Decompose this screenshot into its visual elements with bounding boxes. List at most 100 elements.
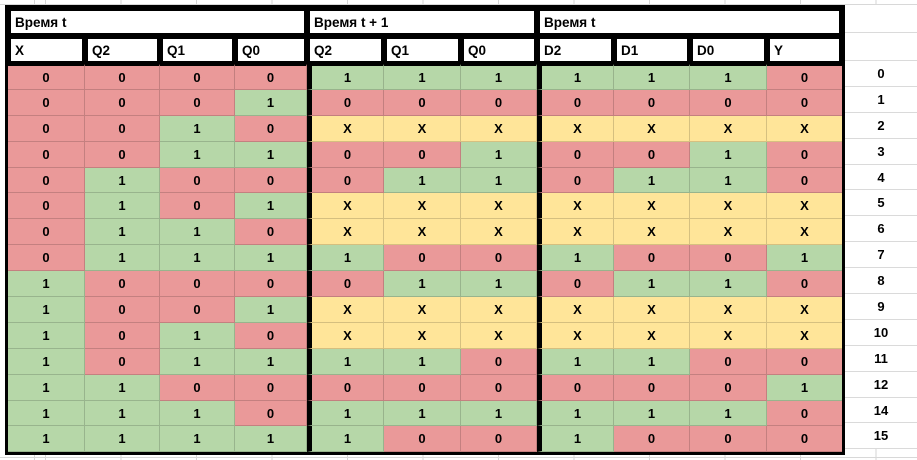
table-cell[interactable]: 0 bbox=[537, 374, 614, 401]
table-cell[interactable]: 1 bbox=[307, 245, 384, 272]
table-cell[interactable]: X bbox=[307, 193, 384, 220]
row-number[interactable]: 2 bbox=[845, 112, 917, 139]
table-cell[interactable]: 1 bbox=[690, 141, 767, 168]
table-cell[interactable]: 1 bbox=[235, 297, 307, 323]
table-cell[interactable]: 1 bbox=[8, 426, 85, 453]
table-cell[interactable]: X bbox=[614, 193, 690, 220]
table-cell[interactable]: 1 bbox=[537, 348, 614, 375]
table-cell[interactable]: X bbox=[307, 219, 384, 246]
column-header-q2[interactable]: Q2 bbox=[85, 36, 160, 64]
table-cell[interactable]: 0 bbox=[614, 426, 690, 453]
table-cell[interactable]: 1 bbox=[160, 400, 235, 427]
table-cell[interactable]: 1 bbox=[8, 271, 85, 298]
table-cell[interactable]: X bbox=[307, 322, 384, 349]
table-cell[interactable]: 0 bbox=[160, 297, 235, 323]
table-cell[interactable]: 0 bbox=[614, 141, 690, 168]
table-cell[interactable]: 0 bbox=[85, 89, 160, 116]
table-cell[interactable]: X bbox=[461, 193, 537, 220]
table-cell[interactable]: 1 bbox=[537, 426, 614, 453]
table-cell[interactable]: 1 bbox=[85, 374, 160, 401]
table-cell[interactable]: 0 bbox=[384, 245, 461, 272]
table-cell[interactable]: X bbox=[537, 115, 614, 142]
table-cell[interactable]: 1 bbox=[461, 141, 537, 168]
table-cell[interactable]: 0 bbox=[8, 245, 85, 272]
table-cell[interactable]: 1 bbox=[8, 374, 85, 401]
row-number[interactable]: 11 bbox=[845, 345, 917, 372]
table-cell[interactable]: 1 bbox=[461, 167, 537, 194]
table-cell[interactable]: 1 bbox=[307, 64, 384, 90]
table-cell[interactable]: 1 bbox=[235, 193, 307, 220]
table-cell[interactable]: 0 bbox=[307, 374, 384, 401]
table-cell[interactable]: 1 bbox=[85, 400, 160, 427]
table-cell[interactable]: 1 bbox=[384, 400, 461, 427]
table-cell[interactable]: 1 bbox=[384, 271, 461, 298]
table-cell[interactable]: 0 bbox=[767, 426, 842, 453]
table-cell[interactable]: 1 bbox=[614, 167, 690, 194]
column-header-q0-next[interactable]: Q0 bbox=[461, 36, 537, 64]
table-cell[interactable]: 1 bbox=[461, 400, 537, 427]
table-cell[interactable]: 0 bbox=[160, 64, 235, 90]
table-cell[interactable]: 1 bbox=[690, 400, 767, 427]
column-header-q0[interactable]: Q0 bbox=[235, 36, 307, 64]
section-title-time-t-outputs[interactable]: Время t bbox=[537, 8, 842, 36]
table-cell[interactable]: 1 bbox=[160, 426, 235, 453]
table-cell[interactable]: X bbox=[461, 115, 537, 142]
row-number[interactable]: 4 bbox=[845, 164, 917, 191]
table-cell[interactable]: 0 bbox=[235, 219, 307, 246]
table-cell[interactable]: 0 bbox=[85, 348, 160, 375]
table-cell[interactable]: 0 bbox=[235, 167, 307, 194]
table-cell[interactable]: 0 bbox=[690, 426, 767, 453]
table-cell[interactable]: 1 bbox=[235, 141, 307, 168]
table-cell[interactable]: X bbox=[384, 297, 461, 323]
table-cell[interactable]: 0 bbox=[85, 271, 160, 298]
column-header-q2-next[interactable]: Q2 bbox=[307, 36, 384, 64]
table-cell[interactable]: 1 bbox=[235, 426, 307, 453]
table-cell[interactable]: 1 bbox=[614, 348, 690, 375]
table-cell[interactable]: X bbox=[690, 219, 767, 246]
table-cell[interactable]: 0 bbox=[235, 374, 307, 401]
column-header-d0[interactable]: D0 bbox=[690, 36, 767, 64]
column-header-x[interactable]: X bbox=[8, 36, 85, 64]
table-cell[interactable]: 0 bbox=[384, 89, 461, 116]
table-cell[interactable]: 1 bbox=[461, 64, 537, 90]
table-cell[interactable]: 0 bbox=[85, 322, 160, 349]
table-cell[interactable]: 0 bbox=[537, 89, 614, 116]
table-cell[interactable]: 1 bbox=[160, 219, 235, 246]
table-cell[interactable]: 1 bbox=[767, 374, 842, 401]
table-cell[interactable]: 0 bbox=[767, 271, 842, 298]
table-cell[interactable]: 0 bbox=[690, 89, 767, 116]
table-cell[interactable]: 1 bbox=[160, 348, 235, 375]
table-cell[interactable]: X bbox=[614, 297, 690, 323]
table-cell[interactable]: X bbox=[614, 322, 690, 349]
column-header-y[interactable]: Y bbox=[767, 36, 842, 64]
table-cell[interactable]: 1 bbox=[8, 322, 85, 349]
row-number[interactable]: 0 bbox=[845, 61, 917, 87]
table-cell[interactable]: 1 bbox=[160, 141, 235, 168]
table-cell[interactable]: X bbox=[690, 115, 767, 142]
table-cell[interactable]: X bbox=[690, 297, 767, 323]
section-title-time-t-plus-1[interactable]: Время t + 1 bbox=[307, 8, 537, 36]
table-cell[interactable]: 0 bbox=[8, 64, 85, 90]
table-cell[interactable]: 0 bbox=[307, 271, 384, 298]
row-number[interactable]: 12 bbox=[845, 371, 917, 398]
table-cell[interactable]: X bbox=[767, 115, 842, 142]
table-cell[interactable]: 0 bbox=[767, 64, 842, 90]
table-cell[interactable]: X bbox=[461, 219, 537, 246]
row-number[interactable]: 1 bbox=[845, 86, 917, 113]
table-cell[interactable]: 0 bbox=[85, 64, 160, 90]
table-cell[interactable]: 0 bbox=[160, 89, 235, 116]
table-cell[interactable]: 1 bbox=[461, 271, 537, 298]
table-cell[interactable]: 1 bbox=[85, 193, 160, 220]
table-cell[interactable]: 0 bbox=[767, 89, 842, 116]
table-cell[interactable]: 0 bbox=[8, 115, 85, 142]
table-cell[interactable]: X bbox=[307, 115, 384, 142]
table-cell[interactable]: 1 bbox=[690, 271, 767, 298]
table-cell[interactable]: 0 bbox=[767, 400, 842, 427]
table-cell[interactable]: 1 bbox=[8, 297, 85, 323]
row-number[interactable]: 15 bbox=[845, 423, 917, 450]
table-cell[interactable]: X bbox=[307, 297, 384, 323]
table-cell[interactable]: 0 bbox=[461, 374, 537, 401]
table-cell[interactable]: 0 bbox=[160, 167, 235, 194]
table-cell[interactable]: 1 bbox=[160, 115, 235, 142]
table-cell[interactable]: X bbox=[767, 322, 842, 349]
